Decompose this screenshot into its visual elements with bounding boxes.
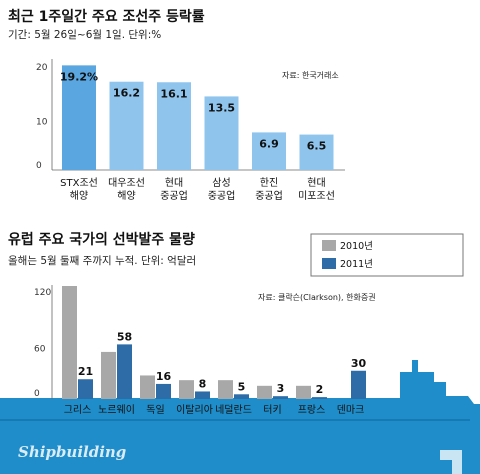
chart2-data-label: 5 bbox=[238, 380, 246, 393]
legend-box bbox=[310, 233, 464, 277]
chart2-ytick-label: 120 bbox=[34, 288, 51, 298]
chart2-category-label: 이탈리아 bbox=[176, 403, 213, 416]
chart2-bar-2010 bbox=[101, 351, 116, 399]
chart2-data-label: 16 bbox=[156, 370, 172, 383]
chart1-bar bbox=[62, 65, 96, 170]
chart1-bar bbox=[157, 82, 191, 170]
legend-swatch-2011 bbox=[322, 258, 336, 269]
ship-hull bbox=[0, 360, 480, 474]
chart2-category-label: 네덜란드 bbox=[215, 404, 252, 416]
chart1-category-label: 중공업 bbox=[208, 189, 236, 202]
ship-stern-detail bbox=[440, 450, 462, 474]
chart2-bar-2011 bbox=[273, 396, 288, 399]
chart1-data-label: 6.9 bbox=[259, 137, 279, 150]
chart1-category-label: 중공업 bbox=[160, 189, 188, 202]
chart1-category-label: 미포조선 bbox=[298, 190, 335, 202]
legend-swatch-2010 bbox=[322, 240, 336, 251]
chart2-bar-2010 bbox=[296, 385, 311, 399]
chart2-bar-2010 bbox=[257, 385, 272, 399]
chart1-bar bbox=[204, 96, 239, 170]
chart1-category-label: 현대 bbox=[307, 177, 325, 189]
chart2-category-label: 그리스 bbox=[64, 404, 92, 416]
chart1-category-label: 해양 bbox=[117, 189, 135, 202]
chart1-ytick-label: 10 bbox=[36, 118, 48, 128]
legend-label-2011: 2011년 bbox=[340, 259, 373, 270]
chart1-category-label: STX조선 bbox=[60, 177, 98, 189]
chart2-bar-2011 bbox=[156, 383, 171, 399]
chart1-ytick-label: 0 bbox=[36, 161, 42, 171]
chart1-bar bbox=[299, 134, 334, 170]
chart2-data-label: 8 bbox=[199, 377, 207, 390]
chart2-data-label: 21 bbox=[78, 365, 93, 378]
chart2-category-label: 노르웨이 bbox=[98, 404, 135, 416]
chart1-category-label: 해양 bbox=[70, 189, 88, 202]
chart2-data-label: 58 bbox=[117, 330, 132, 343]
chart2-data-label: 2 bbox=[316, 383, 324, 396]
chart2-bar-2010 bbox=[140, 375, 155, 399]
chart1-source: 자료: 한국거래소 bbox=[282, 71, 339, 80]
chart1-data-label: 16.2 bbox=[113, 87, 140, 100]
chart1-data-label: 13.5 bbox=[208, 101, 235, 114]
chart2-source: 자료: 클락슨(Clarkson), 한화증권 bbox=[258, 292, 376, 302]
chart2-subtitle: 올해는 5월 둘째 주까지 누적. 단위: 억달러 bbox=[8, 255, 197, 267]
chart2-category-label: 터키 bbox=[263, 404, 281, 416]
chart2-bar-2011 bbox=[234, 394, 249, 399]
chart2-bar-2010 bbox=[179, 380, 194, 399]
chart2-data-label: 30 bbox=[351, 357, 367, 370]
chart2-bar-2011 bbox=[78, 379, 93, 399]
chart1: 자료: 한국거래소 2010019.2%STX조선해양16.2대우조선해양16.… bbox=[36, 59, 345, 202]
chart2-ytick-label: 60 bbox=[34, 345, 46, 355]
chart1-title: 최근 1주일간 주요 조선주 등락률 bbox=[8, 9, 205, 25]
chart2-category-label: 덴마크 bbox=[337, 404, 365, 416]
chart2-bar-2011 bbox=[195, 391, 210, 399]
chart2-ytick-label: 0 bbox=[34, 389, 40, 399]
chart1-data-label: 19.2% bbox=[60, 70, 98, 83]
chart1-data-label: 6.5 bbox=[307, 140, 327, 153]
chart1-ytick-label: 20 bbox=[36, 63, 48, 73]
chart2-bar-2011 bbox=[351, 370, 366, 399]
chart1-category-label: 한진 bbox=[260, 177, 278, 189]
ship-label: Shipbuilding bbox=[18, 443, 126, 461]
chart2-category-label: 독일 bbox=[146, 404, 164, 416]
chart2-category-label: 프랑스 bbox=[298, 404, 326, 416]
chart2-title: 유럽 주요 국가의 선박발주 물량 bbox=[8, 232, 195, 248]
chart2-legend: 2010년 2011년 bbox=[310, 233, 464, 277]
chart1-data-label: 16.1 bbox=[160, 87, 187, 100]
chart1-subtitle: 기간: 5월 26일~6월 1일. 단위:% bbox=[8, 29, 162, 41]
chart2-data-label: 3 bbox=[277, 382, 285, 395]
ship-illustration: Shipbuilding bbox=[0, 360, 480, 474]
chart1-bar bbox=[252, 132, 286, 170]
legend-label-2010: 2010년 bbox=[340, 241, 373, 252]
chart2-bar-2011 bbox=[312, 397, 327, 399]
chart1-category-label: 삼성 bbox=[212, 177, 230, 189]
chart1-bar bbox=[109, 81, 144, 170]
chart2-bar-2010 bbox=[218, 380, 233, 399]
chart2-bar-2011 bbox=[117, 344, 132, 399]
chart2: 자료: 클락슨(Clarkson), 한화증권 2010년 2011년 120 6… bbox=[34, 233, 464, 416]
chart2-bar-2010 bbox=[62, 286, 77, 399]
chart1-category-label: 중공업 bbox=[255, 189, 283, 202]
chart1-category-label: 대우조선 bbox=[108, 177, 145, 189]
chart1-category-label: 현대 bbox=[165, 177, 183, 189]
